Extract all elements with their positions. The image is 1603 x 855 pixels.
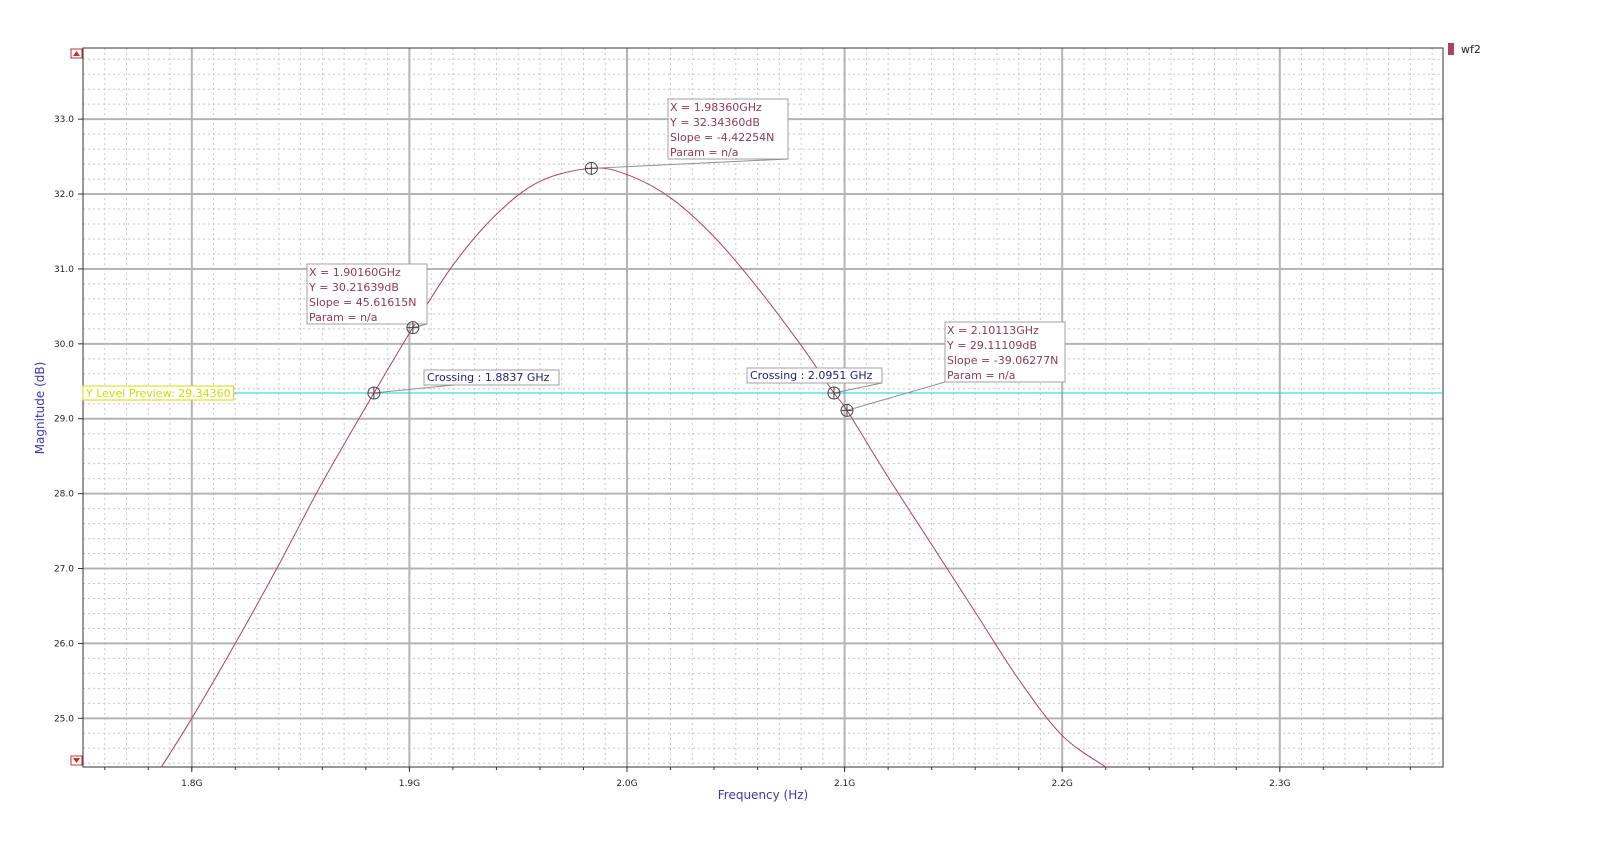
scroll-up-arrow[interactable] <box>70 48 83 59</box>
y-tick-label: 25.0 <box>54 714 74 724</box>
marker-annotation[interactable]: X = 1.90160GHz Y = 30.21639dB Slope = 45.6… <box>306 263 428 329</box>
marker-annotation-line: X = 1.98360GHz <box>670 101 762 114</box>
crossing-label-box <box>746 367 883 384</box>
crossing-leader-line <box>373 384 455 394</box>
crossing-label: Crossing : 2.0951 GHz <box>750 369 873 382</box>
crossing-point[interactable] <box>367 386 381 400</box>
y-tick-label: 26.0 <box>54 639 74 649</box>
marker-annotation-line: X = 2.10113GHz <box>947 324 1039 337</box>
y-tick-label: 27.0 <box>54 565 74 575</box>
marker-point[interactable] <box>406 321 420 335</box>
marker-point[interactable] <box>840 403 854 417</box>
legend-label: wf2 <box>1461 43 1481 56</box>
x-axis-ticks: 1.8G 1.9G 2.0G 2.1G 2.2G 2.3G <box>104 767 1411 789</box>
plot-frame <box>82 47 1444 768</box>
x-axis-title: Frequency (Hz) <box>718 788 809 802</box>
x-tick-label: 2.2G <box>1052 779 1073 789</box>
y-level-label-box <box>82 385 235 401</box>
crossing-label-box <box>423 369 560 386</box>
y-tick-label: 29.0 <box>54 415 74 425</box>
scroll-down-arrow[interactable] <box>70 755 83 766</box>
marker-annotation-line: Y = 29.11109dB <box>946 339 1037 352</box>
marker-annotation-line: Slope = -39.06277N <box>947 354 1058 367</box>
marker-annotation-box <box>944 321 1066 383</box>
y-tick-label: 33.0 <box>54 115 74 125</box>
crossing-leader-line <box>833 382 883 394</box>
marker-annotations: X = 1.90160GHz Y = 30.21639dB Slope = 45.6… <box>306 98 1066 417</box>
legend[interactable]: wf2 <box>1448 43 1481 56</box>
marker-annotation-box <box>306 263 428 325</box>
y-axis-ticks: 25.0 26.0 27.0 28.0 29.0 30.0 31.0 32.0 33.0 <box>54 115 83 724</box>
marker-annotation-line: Param = n/a <box>670 146 739 159</box>
y-tick-label: 32.0 <box>54 190 74 200</box>
legend-swatch <box>1448 43 1454 55</box>
marker-leader-line <box>591 158 789 169</box>
y-axis-title: Magnitude (dB) <box>33 362 47 455</box>
x-tick-label: 2.0G <box>616 779 637 789</box>
crossing-label: Crossing : 1.8837 GHz <box>427 371 550 384</box>
marker-annotation-line: Param = n/a <box>309 311 378 324</box>
marker-annotation-line: X = 1.90160GHz <box>309 266 401 279</box>
series-line-wf2[interactable] <box>160 167 1107 768</box>
marker-annotation-line: Y = 32.34360dB <box>669 116 760 129</box>
marker-annotation-line: Slope = 45.61615N <box>309 296 416 309</box>
marker-annotation-line: Slope = -4.42254N <box>670 131 774 144</box>
x-tick-label: 2.3G <box>1269 779 1290 789</box>
marker-leader-line <box>846 381 946 411</box>
y-tick-label: 30.0 <box>54 340 74 350</box>
marker-point[interactable] <box>584 161 598 175</box>
marker-annotation[interactable]: X = 2.10113GHz Y = 29.11109dB Slope = -39.… <box>846 321 1066 411</box>
crossing-annotation[interactable]: Crossing : 2.0951 GHz <box>746 367 883 394</box>
y-tick-label: 31.0 <box>54 265 74 275</box>
y-tick-label: 28.0 <box>54 490 74 500</box>
crossing-annotation[interactable]: Crossing : 1.8837 GHz <box>373 369 560 394</box>
major-grid <box>83 48 1443 767</box>
marker-leader-line <box>412 323 428 329</box>
x-tick-label: 1.9G <box>399 779 420 789</box>
x-tick-label: 1.8G <box>181 779 202 789</box>
marker-annotation-line: Y = 30.21639dB <box>308 281 399 294</box>
crossing-point[interactable] <box>827 386 841 400</box>
marker-annotation-box <box>667 98 789 160</box>
y-level-label: Y Level Preview: 29.34360 <box>85 387 231 400</box>
marker-annotation[interactable]: X = 1.98360GHz Y = 32.34360dB Slope = -4.4… <box>591 98 789 169</box>
x-tick-label: 2.1G <box>834 779 855 789</box>
marker-annotation-line: Param = n/a <box>947 369 1016 382</box>
